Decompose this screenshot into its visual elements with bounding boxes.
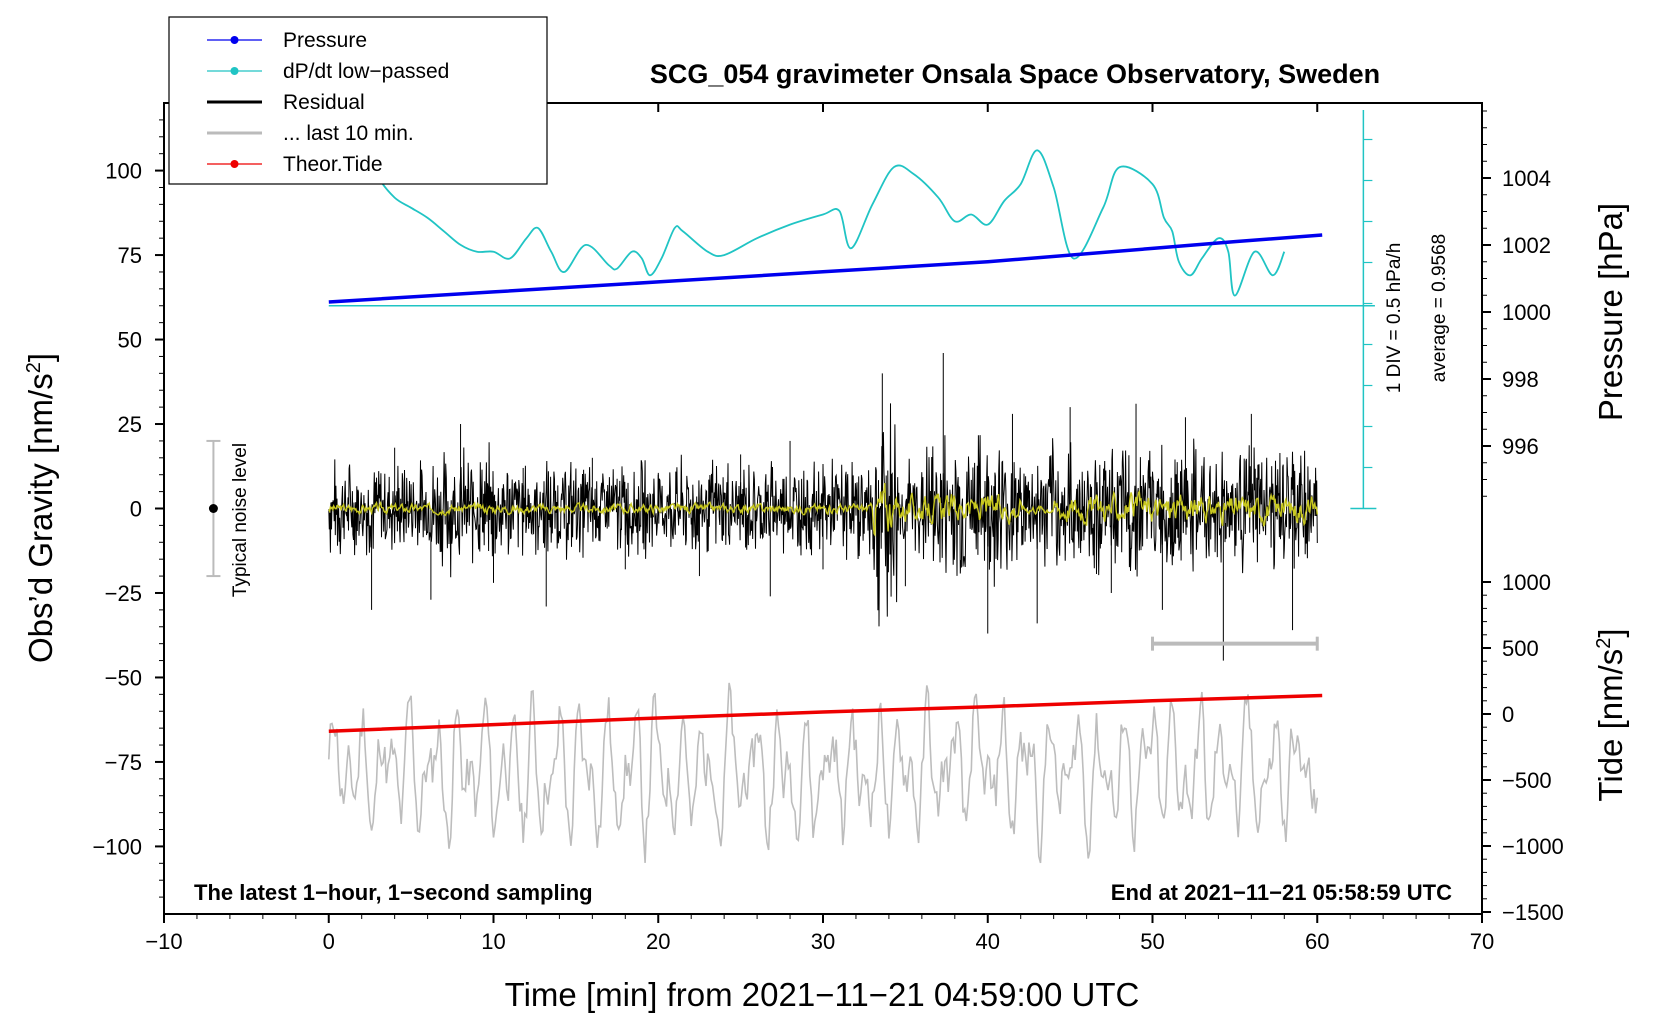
left-axis-label-main: Obs’d Gravity [nm/s: [22, 373, 59, 663]
legend-label: Residual: [283, 91, 365, 114]
left-tick-label: −75: [105, 750, 142, 775]
tide-axis-label-sup: 2: [1593, 638, 1615, 649]
x-tick-label: 70: [1470, 929, 1494, 954]
dpdt-average-text: average = 0.9568: [1429, 234, 1450, 382]
left-tick-label: 75: [118, 243, 142, 268]
legend-label: dP/dt low−passed: [283, 60, 449, 83]
legend-label: Pressure: [283, 29, 367, 52]
left-tick-label: 0: [130, 497, 142, 522]
tide-tick-label: −1500: [1502, 900, 1564, 925]
tide-trace: [328, 693, 1323, 733]
chart-title: SCG_054 gravimeter Onsala Space Observat…: [650, 59, 1380, 89]
left-axis-label-sup: 2: [23, 362, 45, 373]
footer-right-note: End at 2021−11−21 05:58:59 UTC: [1111, 880, 1452, 905]
left-tick-label: −100: [92, 834, 142, 859]
dpdt-scale-bar: [328, 110, 1377, 510]
legend-label: ... last 10 min.: [283, 122, 414, 145]
x-tick-label: 40: [976, 929, 1000, 954]
legend-marker: [230, 67, 239, 75]
left-axis-label-end: ]: [22, 353, 59, 362]
last10-trace: [328, 682, 1319, 864]
tide-axis-ticks: 1000 500 0 −500 −1000 −1500: [1482, 570, 1564, 925]
series-layer: [328, 149, 1323, 864]
pressure-tick-label: 998: [1502, 367, 1539, 392]
pressure-trace: [328, 233, 1323, 304]
tide-axis-label-main: Tide [nm/s: [1592, 649, 1629, 802]
legend-label: Theor.Tide: [283, 153, 383, 176]
footer-left-note: The latest 1−hour, 1−second sampling: [194, 880, 593, 905]
noise-level-bar: [206, 439, 221, 578]
residual-smoothed-trace: [328, 482, 1318, 537]
dpdt-div-text: 1 DIV = 0.5 hPa/h: [1384, 243, 1405, 394]
left-tick-label: 100: [105, 159, 142, 184]
dpdt-trace: [360, 149, 1286, 297]
left-tick-label: −50: [105, 665, 142, 690]
left-axis-ticks: 100 75 50 25 0 −25 −50 −75 −100: [92, 119, 164, 898]
x-tick-label: 0: [323, 929, 335, 954]
last10-range-bar: [1151, 636, 1319, 651]
tide-axis-label: Tide [nm/s2]: [1592, 628, 1629, 801]
pressure-axis-label: Pressure [hPa]: [1592, 203, 1629, 421]
tide-tick-label: −1000: [1502, 834, 1564, 859]
legend: Pressure dP/dt low−passed Residual ... last…: [168, 16, 548, 185]
left-tick-label: 50: [118, 328, 142, 353]
x-tick-label: 20: [646, 929, 670, 954]
x-tick-label: 30: [811, 929, 835, 954]
x-tick-label: 60: [1305, 929, 1329, 954]
tide-axis-label-end: ]: [1592, 628, 1629, 637]
x-tick-label: 50: [1140, 929, 1164, 954]
x-tick-label: 10: [481, 929, 505, 954]
noise-bar-dot: [208, 504, 218, 513]
legend-marker: [230, 36, 239, 44]
tide-tick-label: −500: [1502, 768, 1552, 793]
left-tick-label: −25: [105, 581, 142, 606]
tide-tick-label: 1000: [1502, 570, 1551, 595]
noise-level-label: Typical noise level: [230, 443, 251, 597]
left-tick-label: 25: [118, 412, 142, 437]
left-axis-label: Obs’d Gravity [nm/s2]: [22, 353, 59, 663]
pressure-axis-ticks: 1004 1002 1000 998 996: [1482, 110, 1551, 497]
tide-tick-label: 500: [1502, 636, 1539, 661]
legend-marker: [230, 160, 239, 168]
x-axis-label: Time [min] from 2021−11−21 04:59:00 UTC: [505, 976, 1140, 1013]
pressure-tick-label: 1002: [1502, 233, 1551, 258]
x-axis-ticks: −10 0 10 20 30 40 50 60 70: [145, 103, 1494, 954]
pressure-tick-label: 1004: [1502, 166, 1551, 191]
tide-tick-label: 0: [1502, 702, 1514, 727]
x-tick-label: −10: [145, 929, 182, 954]
pressure-tick-label: 996: [1502, 434, 1539, 459]
pressure-tick-label: 1000: [1502, 300, 1551, 325]
